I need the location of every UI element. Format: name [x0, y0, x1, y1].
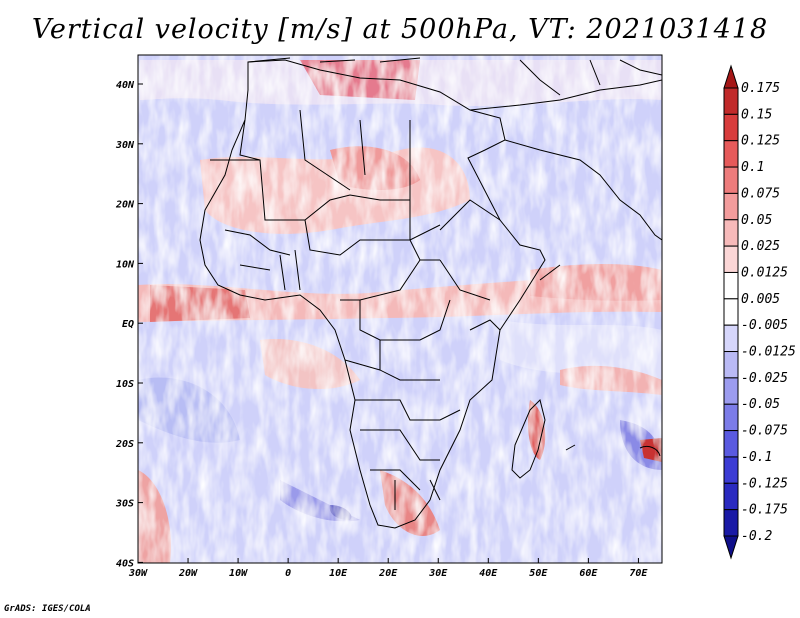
grads-credit: GrADS: IGES/COLA: [4, 604, 91, 614]
colorbar-bottom-arrow: [723, 535, 739, 560]
lat-tick-label: 10N: [116, 259, 135, 270]
colorbar-label: 0.025: [741, 239, 780, 254]
coastlines-and-borders: [199, 57, 662, 529]
lon-tick-label: 20E: [378, 568, 398, 579]
colorbar-segment: [723, 87, 739, 115]
colorbar-label: -0.0125: [741, 345, 796, 360]
colorbar-label: -0.05: [741, 397, 780, 412]
colorbar-label: 0.15: [741, 107, 772, 122]
lon-tick-label: 40E: [479, 568, 498, 579]
colorbar-segment: [723, 166, 739, 194]
lon-tick-label: 70E: [629, 568, 648, 579]
lat-tick-label: 30N: [115, 140, 135, 151]
colorbar-label: -0.025: [741, 371, 788, 386]
colorbar-segment: [723, 377, 739, 405]
colorbar-segment: [723, 192, 739, 221]
colorbar-label: -0.175: [741, 503, 788, 518]
colorbar-label: 0.075: [741, 186, 780, 201]
colorbar-label: 0.0125: [741, 265, 788, 280]
colorbar-segment: [723, 456, 739, 484]
colorbar-segment: [723, 298, 739, 326]
longitude-axis: 30W 20W 10W 0 10E 20E 30E 40E 50E 60E 70E: [128, 558, 648, 579]
lon-tick-label: 30E: [428, 568, 448, 579]
colorbar-segment: [723, 351, 739, 379]
velocity-field: [138, 55, 662, 563]
colorbar-label: -0.1: [741, 450, 772, 465]
lat-tick-label: 30S: [115, 499, 134, 510]
colorbar: 0.175 0.15 0.125 0.1 0.075 0.05 0.025 0.0125 0.0…: [723, 64, 796, 560]
colorbar-segment: [723, 509, 739, 537]
colorbar-segment: [723, 113, 739, 142]
colorbar-label: 0.175: [741, 81, 780, 96]
lat-tick-label: 40N: [116, 80, 135, 91]
colorbar-segment: [723, 430, 739, 458]
colorbar-label: 0.05: [741, 213, 772, 228]
lon-tick-label: 0: [285, 568, 291, 579]
colorbar-segment: [723, 219, 739, 247]
colorbar-segment: [723, 245, 739, 273]
lon-tick-label: 60E: [579, 568, 598, 579]
colorbar-top-arrow: [723, 64, 739, 89]
colorbar-segment: [723, 271, 739, 300]
colorbar-label: -0.125: [741, 476, 788, 491]
lat-tick-label: 20N: [115, 200, 135, 211]
plot-frame: [137, 54, 663, 564]
colorbar-label: -0.005: [741, 318, 788, 333]
colorbar-label: -0.075: [741, 424, 788, 439]
lon-tick-label: 10W: [229, 568, 248, 579]
lat-tick-label: EQ: [122, 319, 134, 330]
lat-tick-label: 20S: [115, 439, 134, 450]
lat-tick-label: 10S: [116, 379, 134, 390]
colorbar-segment: [723, 324, 739, 353]
chart-title: Vertical velocity [m/s] at 500hPa, VT: 2…: [31, 14, 769, 45]
lon-tick-label: 30W: [128, 568, 148, 579]
colorbar-segment: [723, 403, 739, 432]
colorbar-label: 0.1: [741, 160, 764, 175]
colorbar-label: -0.2: [741, 529, 772, 544]
colorbar-segment: [723, 140, 739, 168]
latitude-axis: 40N 30N 20N 10N EQ 10S 20S 30S 40S: [115, 80, 143, 569]
colorbar-label: 0.005: [741, 292, 780, 307]
colorbar-label: 0.125: [741, 134, 780, 149]
lon-tick-label: 20W: [178, 568, 198, 579]
lon-tick-label: 50E: [529, 568, 548, 579]
lon-tick-label: 10E: [329, 568, 348, 579]
lat-tick-label: 40S: [116, 558, 134, 569]
colorbar-segment: [723, 482, 739, 511]
